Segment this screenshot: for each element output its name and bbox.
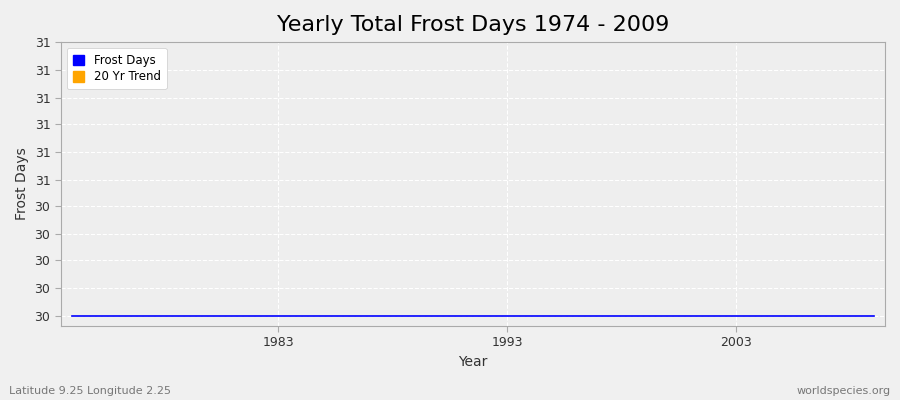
Text: worldspecies.org: worldspecies.org xyxy=(796,386,891,396)
Text: Latitude 9.25 Longitude 2.25: Latitude 9.25 Longitude 2.25 xyxy=(9,386,171,396)
Title: Yearly Total Frost Days 1974 - 2009: Yearly Total Frost Days 1974 - 2009 xyxy=(276,15,669,35)
Legend: Frost Days, 20 Yr Trend: Frost Days, 20 Yr Trend xyxy=(67,48,166,89)
Y-axis label: Frost Days: Frost Days xyxy=(15,148,29,220)
X-axis label: Year: Year xyxy=(458,355,488,369)
